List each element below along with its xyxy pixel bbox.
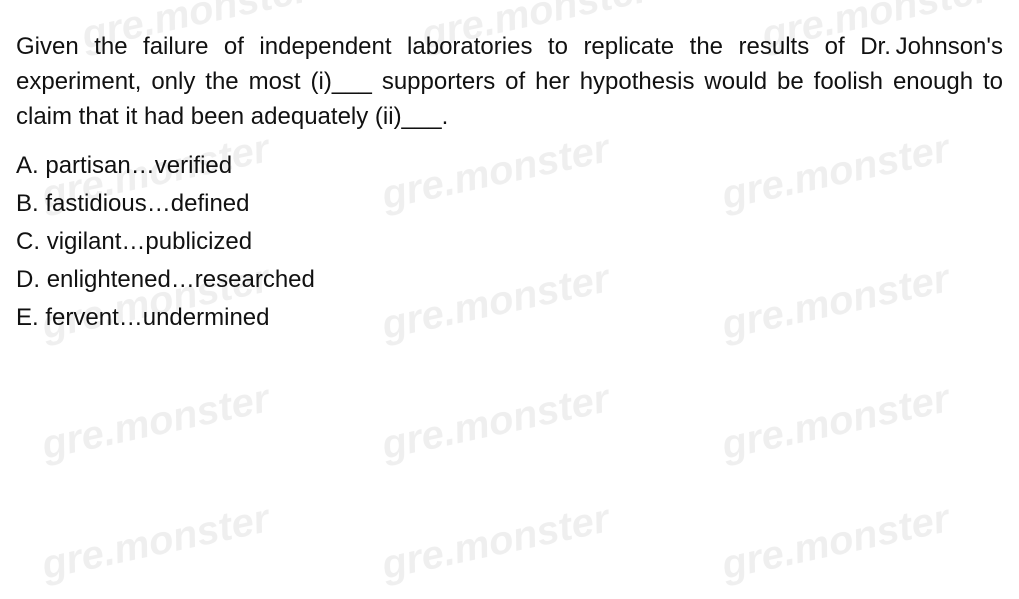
option-a: A. partisan…verified [16,148,1003,184]
watermark-text: gre.monster [378,376,613,468]
options-list: A. partisan…verified B. fastidious…defin… [16,148,1003,336]
option-a-text: partisan…verified [45,152,232,179]
option-b: B. fastidious…defined [16,186,1003,222]
option-e-text: fervent…undermined [45,304,269,331]
option-d-letter: D [16,266,33,293]
option-b-text: fastidious…defined [45,190,249,217]
page-root: gre.monster gre.monster gre.monster gre.mon… [0,0,1019,599]
option-d: D. enlightened…researched [16,262,1003,298]
option-e-letter: E [16,304,32,331]
question-text: Given the failure of independent laborat… [16,30,1003,134]
option-e: E. fervent…undermined [16,300,1003,336]
option-c-letter: C [16,228,33,255]
watermark-text: gre.monster [378,496,613,588]
option-a-letter: A [16,152,32,179]
watermark-text: gre.monster [718,376,953,468]
watermark-text: gre.monster [38,376,273,468]
option-c: C. vigilant…publicized [16,224,1003,260]
option-c-text: vigilant…publicized [47,228,252,255]
watermark-text: gre.monster [718,496,953,588]
option-d-text: enlightened…researched [47,266,315,293]
option-b-letter: B [16,190,32,217]
watermark-text: gre.monster [38,496,273,588]
